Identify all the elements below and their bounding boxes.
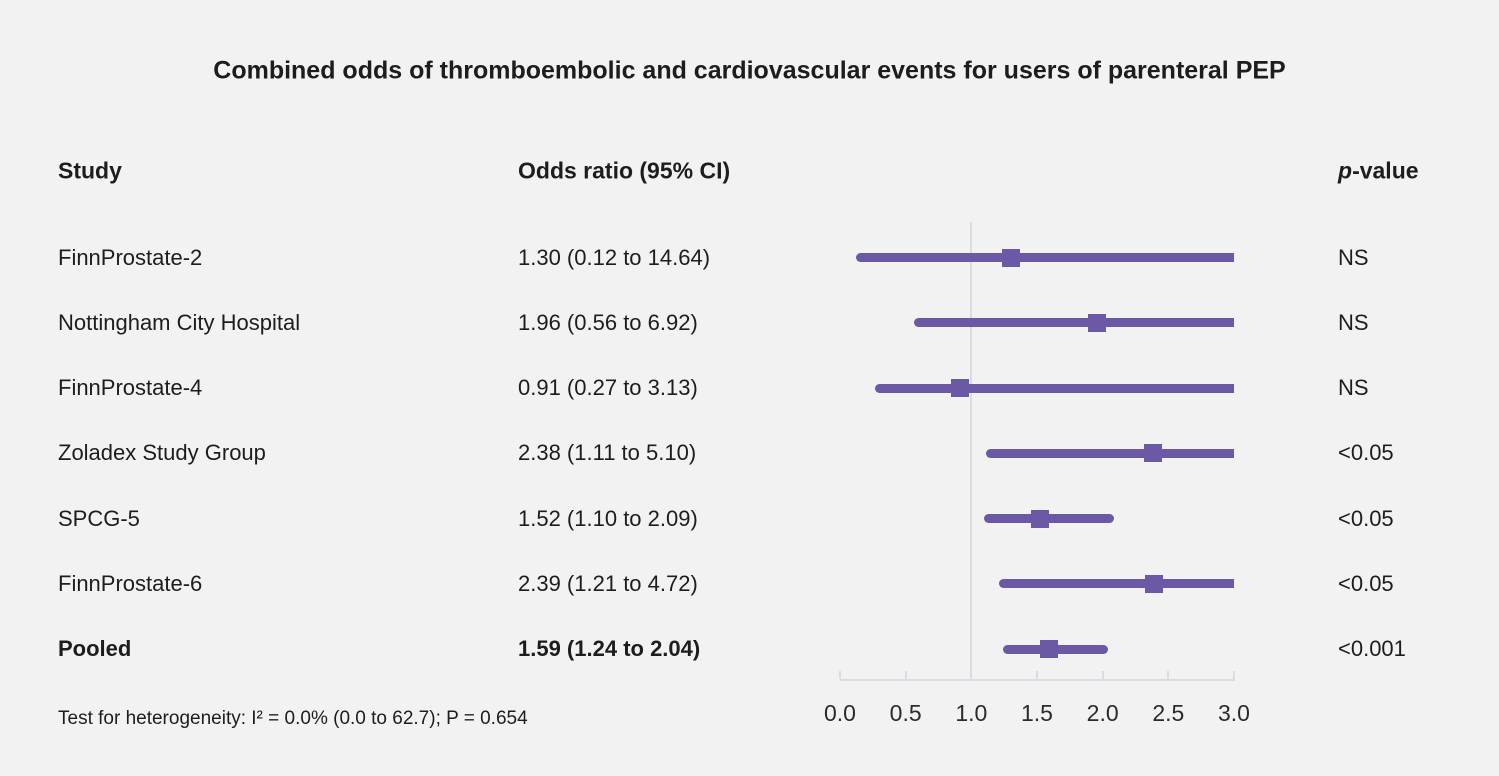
or-marker <box>950 379 969 397</box>
or-marker <box>1143 444 1162 463</box>
odds-ratio-value: 2.38 (1.11 to 5.10) <box>518 440 697 466</box>
odds-ratio-value: 2.39 (1.21 to 4.72) <box>518 570 698 596</box>
odds-ratio-value: 1.59 (1.24 to 2.04) <box>518 636 701 661</box>
x-axis-tick <box>1101 671 1104 679</box>
p-value: <0.05 <box>1338 570 1394 596</box>
column-header-odds-ratio: Odds ratio (95% CI) <box>518 157 731 184</box>
ci-line <box>875 383 1234 393</box>
ci-line <box>984 514 1115 523</box>
page-title: Combined odds of thromboembolic and card… <box>213 56 1286 85</box>
x-axis-tick <box>904 671 907 679</box>
heterogeneity-footnote: Test for heterogeneity: I² = 0.0% (0.0 t… <box>58 708 528 729</box>
study-label: FinnProstate-6 <box>58 570 203 596</box>
column-header-p-value: p-value <box>1338 158 1419 185</box>
study-label: Pooled <box>58 636 132 661</box>
odds-ratio-value: 1.52 (1.10 to 2.09) <box>518 505 698 531</box>
x-axis-tick-label: 2.0 <box>1086 700 1119 726</box>
x-axis-tick-label: 2.5 <box>1152 700 1185 726</box>
study-label: Zoladex Study Group <box>58 440 266 466</box>
study-label: Nottingham City Hospital <box>58 309 301 335</box>
p-value: <0.001 <box>1338 636 1406 661</box>
x-axis-tick <box>1167 671 1170 679</box>
p-value: NS <box>1338 375 1369 400</box>
x-axis-tick <box>839 671 841 679</box>
ci-line <box>855 253 1234 262</box>
x-axis-line <box>840 679 1235 681</box>
column-header-study: Study <box>58 157 122 184</box>
study-label: SPCG-5 <box>58 505 140 531</box>
ci-line <box>998 579 1234 589</box>
p-value-header-rest: -value <box>1352 157 1419 184</box>
or-marker <box>1030 509 1049 528</box>
ci-line <box>913 318 1234 328</box>
p-value-header-italic-p: p <box>1338 157 1353 184</box>
or-marker <box>1039 640 1058 658</box>
study-label: FinnProstate-2 <box>58 244 203 270</box>
reference-line <box>970 222 973 681</box>
x-axis-tick-label: 1.5 <box>1021 700 1053 726</box>
or-marker <box>1088 313 1107 332</box>
odds-ratio-value: 1.30 (0.12 to 14.64) <box>518 244 711 270</box>
odds-ratio-value: 0.91 (0.27 to 3.13) <box>518 375 698 400</box>
ci-line <box>985 448 1234 458</box>
x-axis-tick-label: 0.5 <box>889 700 922 726</box>
p-value: <0.05 <box>1338 505 1394 531</box>
x-axis-tick <box>1036 671 1038 679</box>
x-axis-tick <box>1233 671 1235 679</box>
x-axis-tick <box>970 671 973 679</box>
study-label: FinnProstate-4 <box>58 375 203 400</box>
or-marker <box>1144 574 1163 593</box>
p-value: NS <box>1338 309 1369 335</box>
x-axis-tick-label: 0.0 <box>824 700 856 726</box>
p-value: <0.05 <box>1338 440 1394 466</box>
or-marker <box>1001 248 1020 267</box>
p-value: NS <box>1338 244 1369 270</box>
odds-ratio-value: 1.96 (0.56 to 6.92) <box>518 309 698 335</box>
x-axis-tick-label: 1.0 <box>955 700 988 726</box>
x-axis-tick-label: 3.0 <box>1218 700 1250 726</box>
